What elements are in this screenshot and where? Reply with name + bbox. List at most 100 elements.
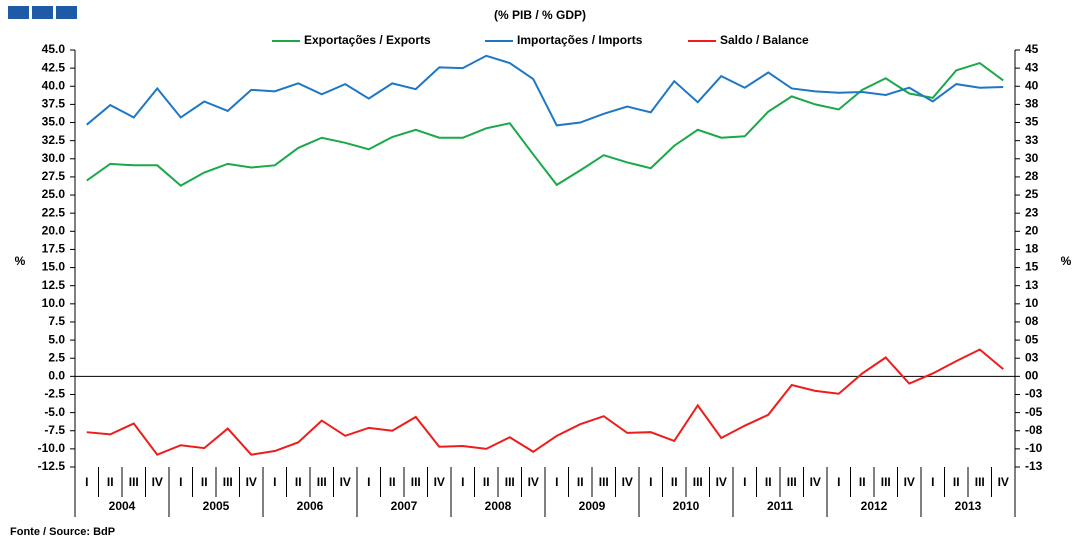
y2-tick-label: 40 [1025, 78, 1039, 92]
y-tick-label: 27.5 [42, 169, 66, 183]
y-tick-label: 10.0 [42, 296, 66, 310]
y2-tick-label: 33 [1025, 133, 1039, 147]
y2-tick-label: 23 [1025, 205, 1039, 219]
y-tick-label: -10.0 [38, 441, 66, 455]
y2-tick-label: 28 [1025, 169, 1039, 183]
y-tick-label: -7.5 [44, 423, 65, 437]
y-tick-label: 5.0 [48, 332, 65, 346]
year-label: 2010 [673, 499, 700, 513]
y2-tick-label: 35 [1025, 115, 1039, 129]
x-tick-label: IV [246, 475, 257, 489]
x-tick-label: II [953, 475, 960, 489]
y2-tick-label: -10 [1025, 441, 1043, 455]
x-tick-label: III [317, 475, 327, 489]
year-label: 2011 [767, 499, 793, 513]
y2-tick-label: 00 [1025, 369, 1039, 383]
series-line [86, 61, 1004, 187]
y2-tick-label: 30 [1025, 151, 1039, 165]
y2-tick-label: 25 [1025, 187, 1039, 201]
y-tick-label: 42.5 [42, 60, 66, 74]
x-tick-label: IV [528, 475, 539, 489]
logo-block [56, 6, 77, 19]
y2-tick-label: 15 [1025, 260, 1039, 274]
x-tick-label: II [577, 475, 584, 489]
source-note: Fonte / Source: BdP [10, 526, 115, 538]
x-tick-label: IV [810, 475, 821, 489]
x-tick-label: III [975, 475, 985, 489]
x-tick-label: II [389, 475, 396, 489]
x-tick-label: III [693, 475, 703, 489]
y2-tick-label: -08 [1025, 423, 1043, 437]
x-tick-label: II [201, 475, 208, 489]
legend-label: Importações / Imports [517, 33, 643, 47]
y-axis-label: % [15, 254, 26, 268]
x-tick-label: IV [998, 475, 1009, 489]
y-tick-label: 25.0 [42, 187, 66, 201]
x-tick-label: II [295, 475, 302, 489]
year-label: 2004 [109, 499, 136, 513]
x-tick-label: II [859, 475, 866, 489]
x-tick-label: I [461, 475, 464, 489]
x-tick-label: IV [904, 475, 915, 489]
x-tick-label: III [599, 475, 609, 489]
y2-axis-label: % [1061, 254, 1072, 268]
y2-tick-label: 10 [1025, 296, 1039, 310]
x-tick-label: IV [434, 475, 445, 489]
y2-tick-label: 03 [1025, 350, 1039, 364]
x-tick-label: IV [152, 475, 163, 489]
y2-tick-label: 13 [1025, 278, 1039, 292]
y-tick-label: 40.0 [42, 78, 66, 92]
x-tick-label: I [179, 475, 182, 489]
y-tick-label: 15.0 [42, 260, 66, 274]
y-tick-label: -5.0 [44, 405, 65, 419]
y2-tick-label: 43 [1025, 60, 1039, 74]
y2-tick-label: 05 [1025, 332, 1039, 346]
x-tick-label: II [765, 475, 772, 489]
y-tick-label: 20.0 [42, 223, 66, 237]
y2-tick-label: -03 [1025, 387, 1043, 401]
year-label: 2013 [955, 499, 982, 513]
y2-tick-label: -05 [1025, 405, 1043, 419]
y-tick-label: 32.5 [42, 133, 66, 147]
y-tick-label: 37.5 [42, 97, 66, 111]
x-tick-label: III [411, 475, 421, 489]
y-tick-label: 7.5 [48, 314, 65, 328]
x-tick-label: IV [716, 475, 727, 489]
y2-tick-label: 08 [1025, 314, 1039, 328]
year-label: 2008 [485, 499, 512, 513]
y-tick-label: 45.0 [42, 42, 66, 56]
y-tick-label: 22.5 [42, 205, 66, 219]
year-label: 2007 [391, 499, 418, 513]
y2-tick-label: -13 [1025, 459, 1043, 473]
x-tick-label: II [483, 475, 490, 489]
y2-tick-label: 20 [1025, 223, 1039, 237]
year-label: 2005 [203, 499, 230, 513]
y2-tick-label: 18 [1025, 242, 1039, 256]
y-tick-label: -12.5 [38, 459, 66, 473]
x-tick-label: I [85, 475, 88, 489]
x-tick-label: III [881, 475, 891, 489]
y-tick-label: -2.5 [44, 387, 65, 401]
year-label: 2009 [579, 499, 606, 513]
chart-title: (% PIB / % GDP) [494, 8, 586, 22]
y-tick-label: 35.0 [42, 115, 66, 129]
x-tick-label: II [107, 475, 114, 489]
legend-label: Saldo / Balance [720, 33, 809, 47]
legend-label: Exportações / Exports [304, 33, 431, 47]
y-tick-label: 2.5 [48, 350, 65, 364]
x-tick-label: I [743, 475, 746, 489]
x-tick-label: I [367, 475, 370, 489]
y-tick-label: 17.5 [42, 242, 66, 256]
y2-tick-label: 38 [1025, 97, 1039, 111]
x-tick-label: III [129, 475, 139, 489]
year-label: 2006 [297, 499, 324, 513]
x-tick-label: IV [340, 475, 351, 489]
x-tick-label: I [555, 475, 558, 489]
y-tick-label: 0.0 [48, 369, 65, 383]
x-tick-label: III [223, 475, 233, 489]
y-tick-label: 12.5 [42, 278, 66, 292]
logo-block [8, 6, 29, 19]
x-tick-label: III [505, 475, 515, 489]
x-tick-label: IV [622, 475, 633, 489]
